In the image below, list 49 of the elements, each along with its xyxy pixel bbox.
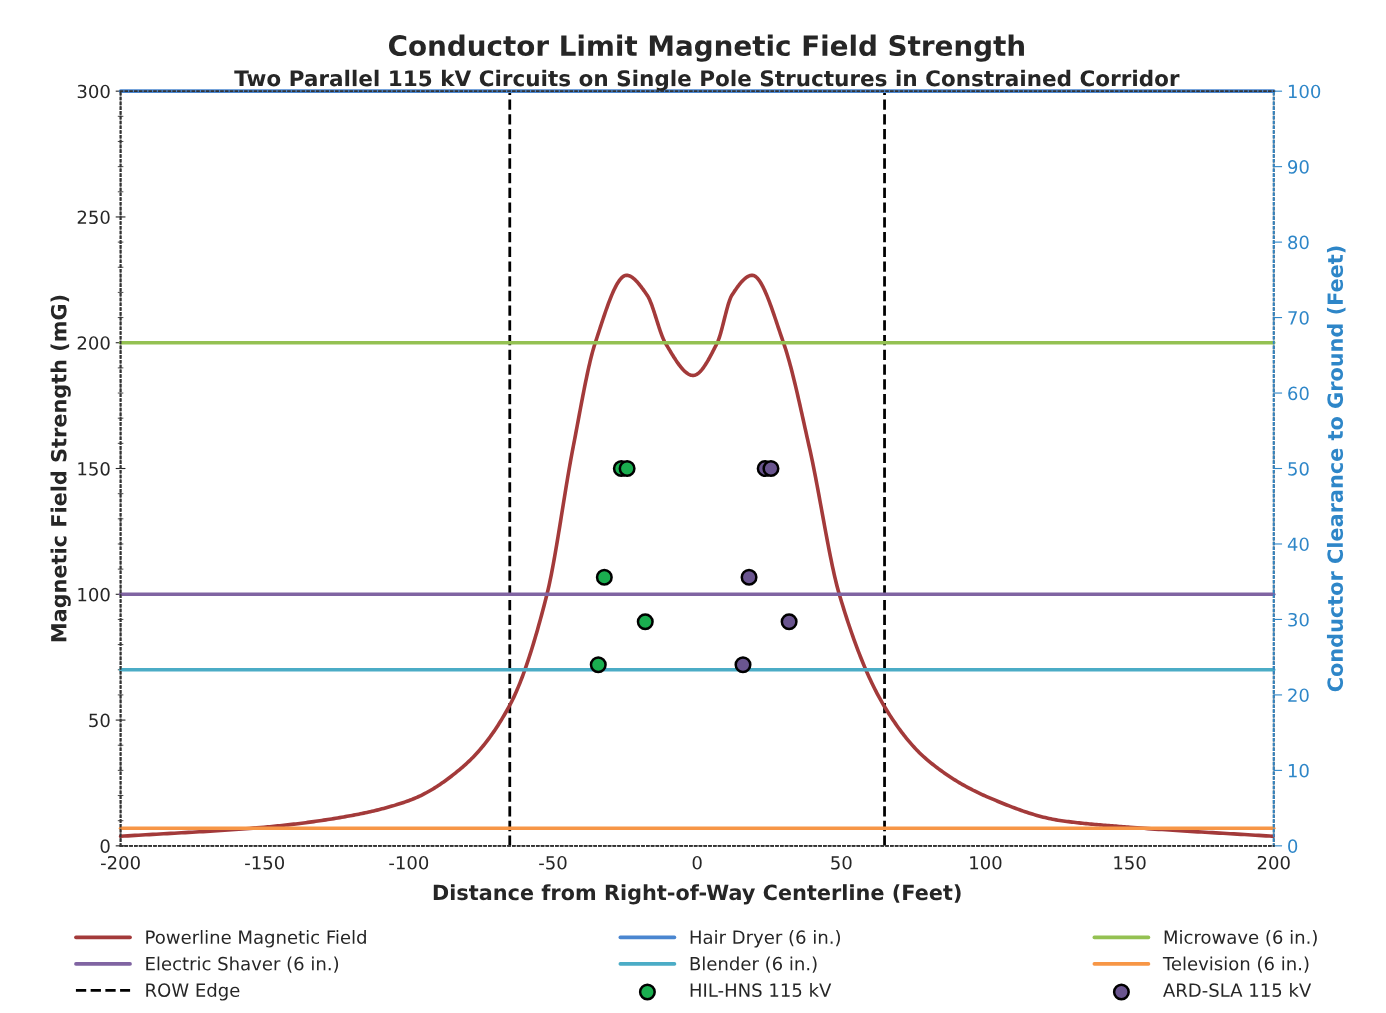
legend-label: Powerline Magnetic Field (146, 930, 366, 948)
legend-label: HIL-HNS 115 kV (690, 983, 832, 998)
point (589, 656, 607, 674)
legend-label: ARD-SLA 115 kV (1163, 983, 1312, 998)
y2-tick-label: 0 (1288, 839, 1298, 853)
y2-tick-label: 70 (1288, 311, 1309, 325)
y2-tick-label: 20 (1288, 688, 1309, 703)
point (762, 459, 780, 478)
legend-label: Television (6 in.) (1162, 956, 1309, 973)
y-tick-label: 0 (100, 839, 110, 853)
x-tick-label: 200 (1257, 855, 1290, 870)
y-tick-label: 200 (77, 336, 110, 350)
x-tick-label: 150 (1114, 855, 1146, 870)
legend-label: ROW Edge (146, 983, 240, 1001)
y2-tick-label: 90 (1288, 160, 1309, 174)
legend-label: Blender (6 in.) (690, 956, 817, 973)
y2-tick-label: 30 (1288, 612, 1309, 627)
x-axis-title: Distance from Right-of-Way Centerline (Feet) (433, 884, 961, 905)
chart-subtitle: Two Parallel 115 kV Circuits on Single Pole Structures in Constrained Corridor (234, 69, 1180, 91)
y2-tick-label: 60 (1288, 386, 1309, 401)
point (595, 568, 613, 586)
y2-tick-label: 80 (1288, 235, 1309, 250)
point (618, 459, 636, 478)
x-tick-label: -150 (245, 855, 285, 870)
y2-tick-label: 40 (1287, 537, 1309, 552)
y-tick-label: 250 (77, 210, 110, 225)
legend-label: Hair Dryer (6 in.) (690, 930, 840, 948)
legend-label: Electric Shaver (6 in.) (146, 956, 339, 973)
x-tick-label: -200 (100, 855, 140, 870)
x-tick-label: -100 (389, 855, 429, 870)
y2-tick-label: 100 (1288, 84, 1321, 99)
chart-title: Conductor Limit Magnetic Field Strength (388, 34, 1024, 62)
y2-tick-label: 10 (1288, 763, 1309, 778)
y-tick-label: 50 (89, 713, 110, 728)
point (740, 568, 758, 586)
point (734, 656, 752, 674)
x-tick-label: 0 (692, 855, 702, 870)
y-tick-label: 300 (77, 84, 110, 99)
x-tick-label: 100 (970, 855, 1002, 870)
x-tick-label: 50 (831, 855, 852, 870)
point (636, 613, 654, 631)
y-tick-label: 150 (78, 461, 110, 476)
point (780, 613, 798, 631)
y2-axis-title: Conductor Clearance to Ground (Feet) (1326, 246, 1346, 692)
y2-tick-label: 50 (1288, 461, 1309, 476)
legend-label: Microwave (6 in.) (1164, 930, 1317, 947)
x-tick-label: -50 (539, 855, 567, 870)
y-axis-title: Magnetic Field Strength (mG) (50, 295, 71, 642)
y-tick-label: 100 (78, 587, 110, 602)
